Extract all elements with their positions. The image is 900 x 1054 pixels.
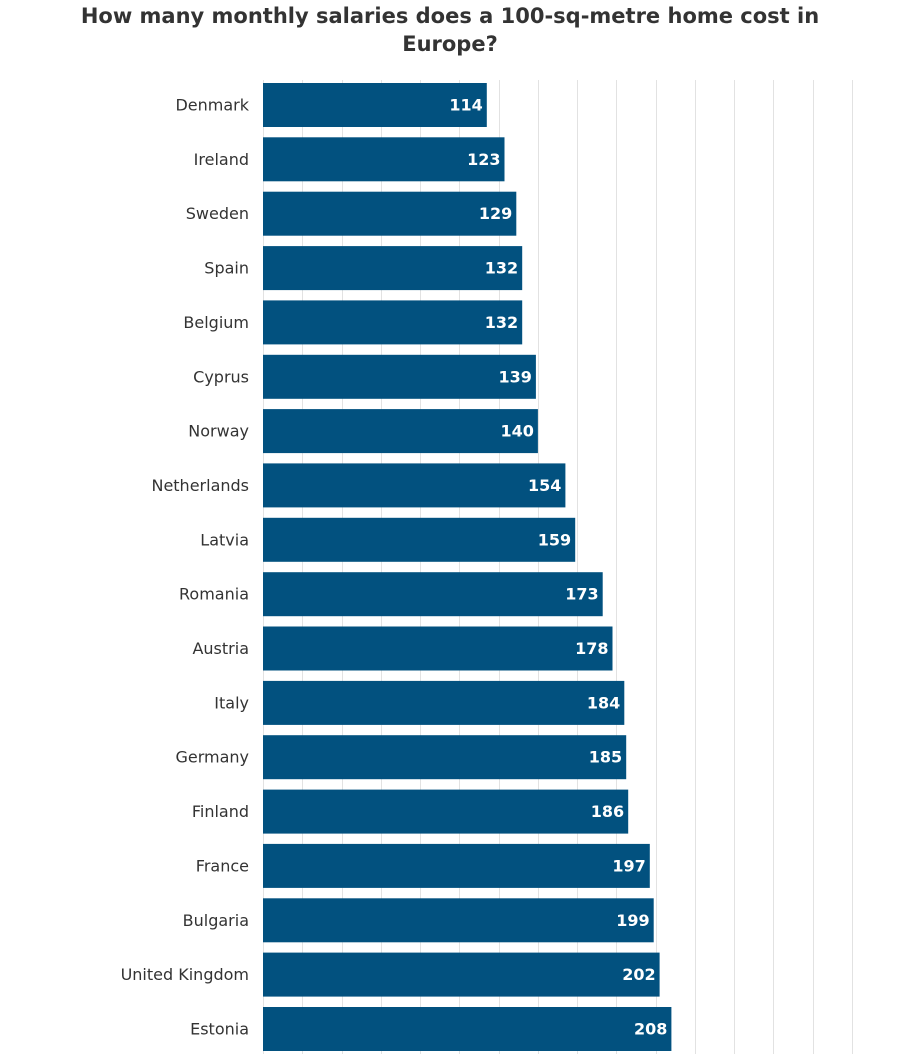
category-label: Austria xyxy=(192,639,249,658)
bar xyxy=(263,735,627,780)
bar xyxy=(263,300,523,345)
value-label: 132 xyxy=(485,259,518,278)
bar xyxy=(263,409,538,454)
category-label: Germany xyxy=(175,748,249,767)
bar xyxy=(263,952,660,997)
value-label: 114 xyxy=(449,96,482,115)
category-label: Finland xyxy=(192,802,249,821)
category-label: Bulgaria xyxy=(183,911,249,930)
value-label: 197 xyxy=(612,856,645,875)
category-label: United Kingdom xyxy=(121,965,249,984)
bar xyxy=(263,354,536,399)
value-label: 154 xyxy=(528,476,561,495)
bar xyxy=(263,572,603,617)
gridlines xyxy=(263,80,853,1054)
bar xyxy=(263,1007,672,1051)
bar xyxy=(263,517,576,562)
value-label: 208 xyxy=(634,1020,667,1039)
value-label: 202 xyxy=(622,965,655,984)
value-label: 178 xyxy=(575,639,608,658)
bar xyxy=(263,680,625,725)
category-labels: Denmark Ireland Sweden Spain Belgium Cyprus No… xyxy=(121,96,250,1039)
category-label: Sweden xyxy=(186,204,249,223)
bar xyxy=(263,463,566,508)
value-label: 140 xyxy=(500,422,533,441)
category-label: Romania xyxy=(179,585,249,604)
bar xyxy=(263,83,487,127)
bar xyxy=(263,191,517,236)
value-label: 129 xyxy=(479,204,512,223)
value-label: 132 xyxy=(485,313,518,332)
chart-title-line-2: Europe? xyxy=(402,32,498,56)
value-label: 184 xyxy=(587,693,620,712)
bar xyxy=(263,246,523,291)
value-label: 186 xyxy=(591,802,624,821)
category-label: Netherlands xyxy=(151,476,249,495)
value-label: 139 xyxy=(498,367,531,386)
bar xyxy=(263,626,613,671)
bar xyxy=(263,789,629,834)
chart-title: How many monthly salaries does a 100-sq-… xyxy=(0,2,900,58)
value-label: 199 xyxy=(616,911,649,930)
bar xyxy=(263,898,654,943)
category-label: Denmark xyxy=(175,96,249,115)
bars xyxy=(263,83,672,1051)
category-label: France xyxy=(196,856,249,875)
value-labels: 114 123 129 132 132 139 140 154 159 173 178 184 185 1… xyxy=(449,96,667,1039)
value-label: 173 xyxy=(565,585,598,604)
chart-title-line-1: How many monthly salaries does a 100-sq-… xyxy=(80,4,820,28)
category-label: Estonia xyxy=(190,1020,249,1039)
value-label: 185 xyxy=(589,748,622,767)
bar xyxy=(263,137,505,182)
category-label: Cyprus xyxy=(193,367,249,386)
category-label: Belgium xyxy=(183,313,249,332)
category-label: Ireland xyxy=(194,150,249,169)
value-label: 123 xyxy=(467,150,500,169)
bar xyxy=(263,843,650,888)
value-label: 159 xyxy=(538,530,571,549)
category-label: Latvia xyxy=(200,530,249,549)
category-label: Italy xyxy=(214,693,249,712)
category-label: Norway xyxy=(188,422,249,441)
category-label: Spain xyxy=(204,259,249,278)
